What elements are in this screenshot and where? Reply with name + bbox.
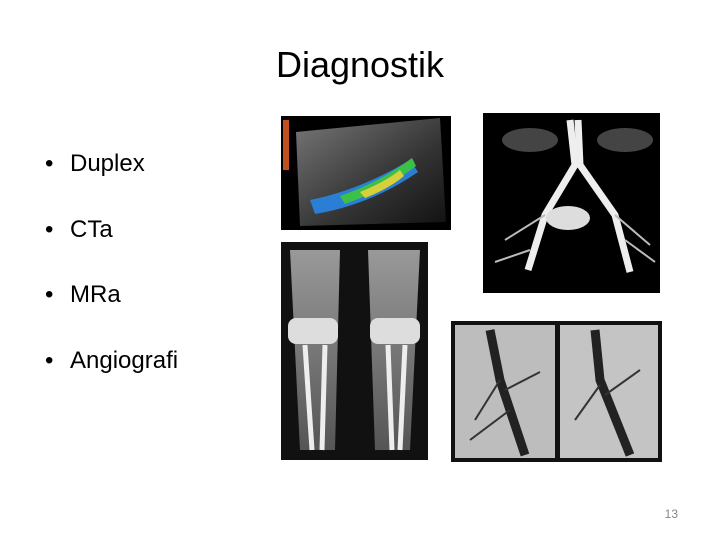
bullet: MRa <box>45 277 178 343</box>
bullet: CTa <box>45 212 178 278</box>
cta-image <box>281 242 428 460</box>
duplex-image <box>281 116 451 230</box>
mra-image <box>483 113 660 293</box>
slide-title: Diagnostik <box>275 44 445 85</box>
slide-number: 13 <box>664 507 678 521</box>
angiography-image <box>451 321 662 462</box>
bullet: Angiografi <box>45 343 178 409</box>
bullet-list: Duplex CTa MRa Angiografi <box>45 146 178 408</box>
bullet: Duplex <box>45 146 178 212</box>
